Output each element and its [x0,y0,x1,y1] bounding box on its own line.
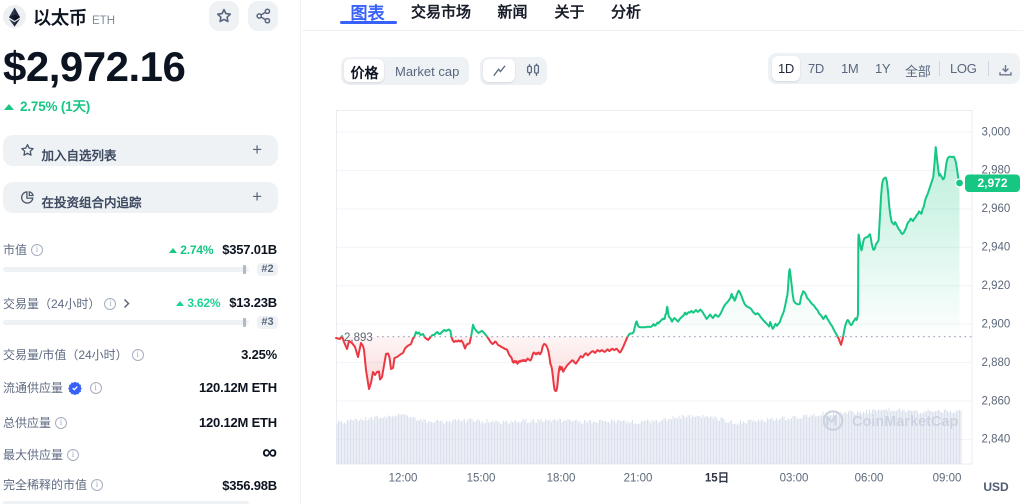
svg-text:2,980: 2,980 [982,165,1011,177]
svg-text:2,893: 2,893 [344,332,373,344]
svg-text:USD: USD [983,480,1009,494]
svg-text:15日: 15日 [705,472,729,485]
svg-text:2,972: 2,972 [977,176,1007,190]
svg-text:18:00: 18:00 [547,473,576,485]
svg-text:12:00: 12:00 [389,473,418,485]
svg-text:2,900: 2,900 [982,318,1011,330]
svg-text:2,860: 2,860 [982,395,1011,407]
svg-text:06:00: 06:00 [855,473,884,485]
svg-text:21:00: 21:00 [624,473,653,485]
svg-text:2,840: 2,840 [982,434,1011,446]
svg-text:3,000: 3,000 [982,126,1011,138]
svg-text:2,940: 2,940 [982,242,1011,254]
svg-text:2,960: 2,960 [982,203,1011,215]
svg-text:CoinMarketCap: CoinMarketCap [852,414,958,430]
svg-text:2,920: 2,920 [982,280,1011,292]
svg-text:09:00: 09:00 [933,473,962,485]
svg-text:15:00: 15:00 [467,473,496,485]
svg-text:03:00: 03:00 [780,473,809,485]
svg-text:2,880: 2,880 [982,357,1011,369]
